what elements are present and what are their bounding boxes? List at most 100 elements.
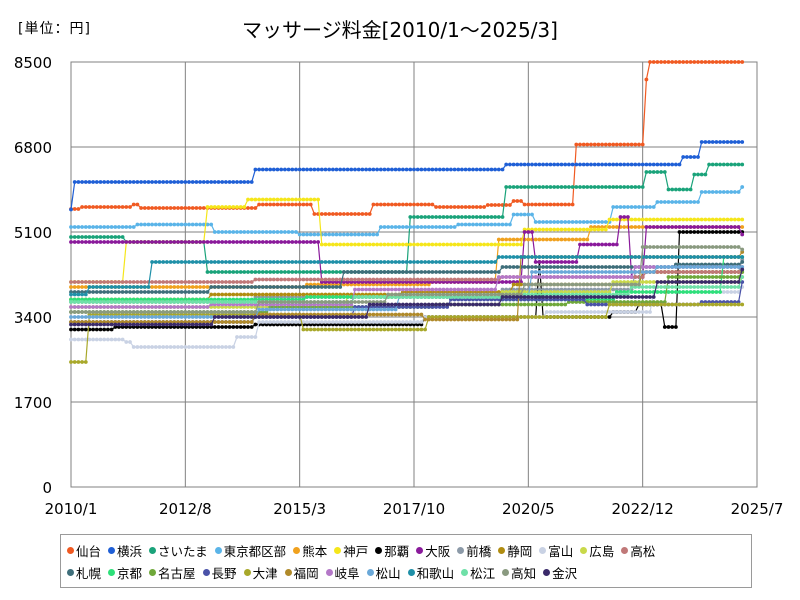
data-point <box>718 275 722 279</box>
data-point <box>659 285 663 289</box>
data-point <box>124 305 129 309</box>
data-point <box>94 280 99 284</box>
data-point <box>592 295 597 299</box>
data-point <box>544 282 549 287</box>
data-point <box>271 315 276 319</box>
data-point <box>511 242 516 247</box>
data-point <box>629 142 634 147</box>
data-point <box>371 295 376 299</box>
data-point <box>404 270 409 274</box>
data-point <box>187 285 191 289</box>
data-point <box>515 185 520 189</box>
data-point <box>246 320 250 324</box>
data-point <box>544 227 549 232</box>
data-point <box>537 295 542 299</box>
data-point <box>224 325 228 329</box>
data-point <box>124 240 129 244</box>
data-point <box>128 322 132 327</box>
data-point <box>190 315 195 319</box>
data-point <box>581 275 586 279</box>
data-point <box>312 277 317 282</box>
data-point <box>559 185 564 189</box>
data-point <box>253 270 258 274</box>
data-point <box>504 302 509 307</box>
data-point <box>677 275 682 279</box>
data-point <box>235 292 239 297</box>
data-point <box>331 327 335 332</box>
data-point <box>622 162 627 167</box>
legend-label: 仙台 <box>76 544 102 559</box>
data-point <box>563 220 568 224</box>
data-point <box>681 280 686 284</box>
data-point <box>430 287 435 292</box>
data-point <box>83 327 88 332</box>
data-point <box>485 167 490 172</box>
data-point <box>725 245 730 249</box>
data-point <box>305 167 309 172</box>
data-point <box>176 280 180 284</box>
data-point <box>308 202 313 207</box>
data-point <box>419 302 424 307</box>
data-point <box>703 245 708 249</box>
data-point <box>283 197 287 202</box>
y-tick-label: 8500 <box>14 54 52 72</box>
data-point <box>286 197 291 202</box>
data-point <box>80 322 84 327</box>
data-point <box>98 337 103 342</box>
data-point <box>294 270 298 274</box>
data-point <box>670 302 675 307</box>
data-point <box>692 280 697 284</box>
data-point <box>533 270 538 274</box>
data-point <box>445 242 450 247</box>
data-point <box>334 232 339 237</box>
data-point <box>685 270 689 274</box>
data-point <box>275 230 280 234</box>
data-point <box>603 295 608 299</box>
y-tick-label: 0 <box>42 479 52 497</box>
data-point <box>238 230 243 234</box>
data-point <box>205 180 210 184</box>
data-point <box>707 245 711 249</box>
data-point <box>69 240 73 244</box>
data-point <box>356 167 361 172</box>
data-point <box>345 320 350 324</box>
data-point <box>415 320 420 324</box>
data-point <box>578 242 582 247</box>
data-point <box>220 230 225 234</box>
data-point <box>681 255 686 259</box>
data-point <box>570 255 575 259</box>
data-point <box>235 180 239 184</box>
data-point <box>618 162 623 167</box>
data-point <box>323 277 328 282</box>
data-point <box>526 237 531 242</box>
data-point <box>596 282 601 287</box>
data-point <box>655 225 660 229</box>
data-point <box>614 142 619 147</box>
data-point <box>578 255 582 259</box>
data-point <box>390 270 394 274</box>
data-point <box>316 240 320 244</box>
data-point <box>139 315 144 319</box>
data-point <box>205 285 210 289</box>
data-point <box>301 197 306 202</box>
data-point <box>356 242 361 247</box>
data-point <box>419 260 424 264</box>
data-point <box>157 206 162 210</box>
data-point <box>271 260 276 264</box>
data-point <box>356 260 361 264</box>
data-point <box>83 285 88 289</box>
data-point <box>135 345 140 349</box>
data-point <box>257 202 261 207</box>
data-point <box>618 302 623 307</box>
data-point <box>696 172 700 177</box>
data-point <box>102 305 107 309</box>
data-point <box>423 242 427 247</box>
data-point <box>179 290 184 294</box>
data-point <box>246 285 250 289</box>
data-point <box>740 260 745 264</box>
data-point <box>153 285 158 289</box>
data-point <box>699 275 704 279</box>
data-point <box>316 277 320 282</box>
data-point <box>190 240 195 244</box>
data-point <box>113 300 118 304</box>
